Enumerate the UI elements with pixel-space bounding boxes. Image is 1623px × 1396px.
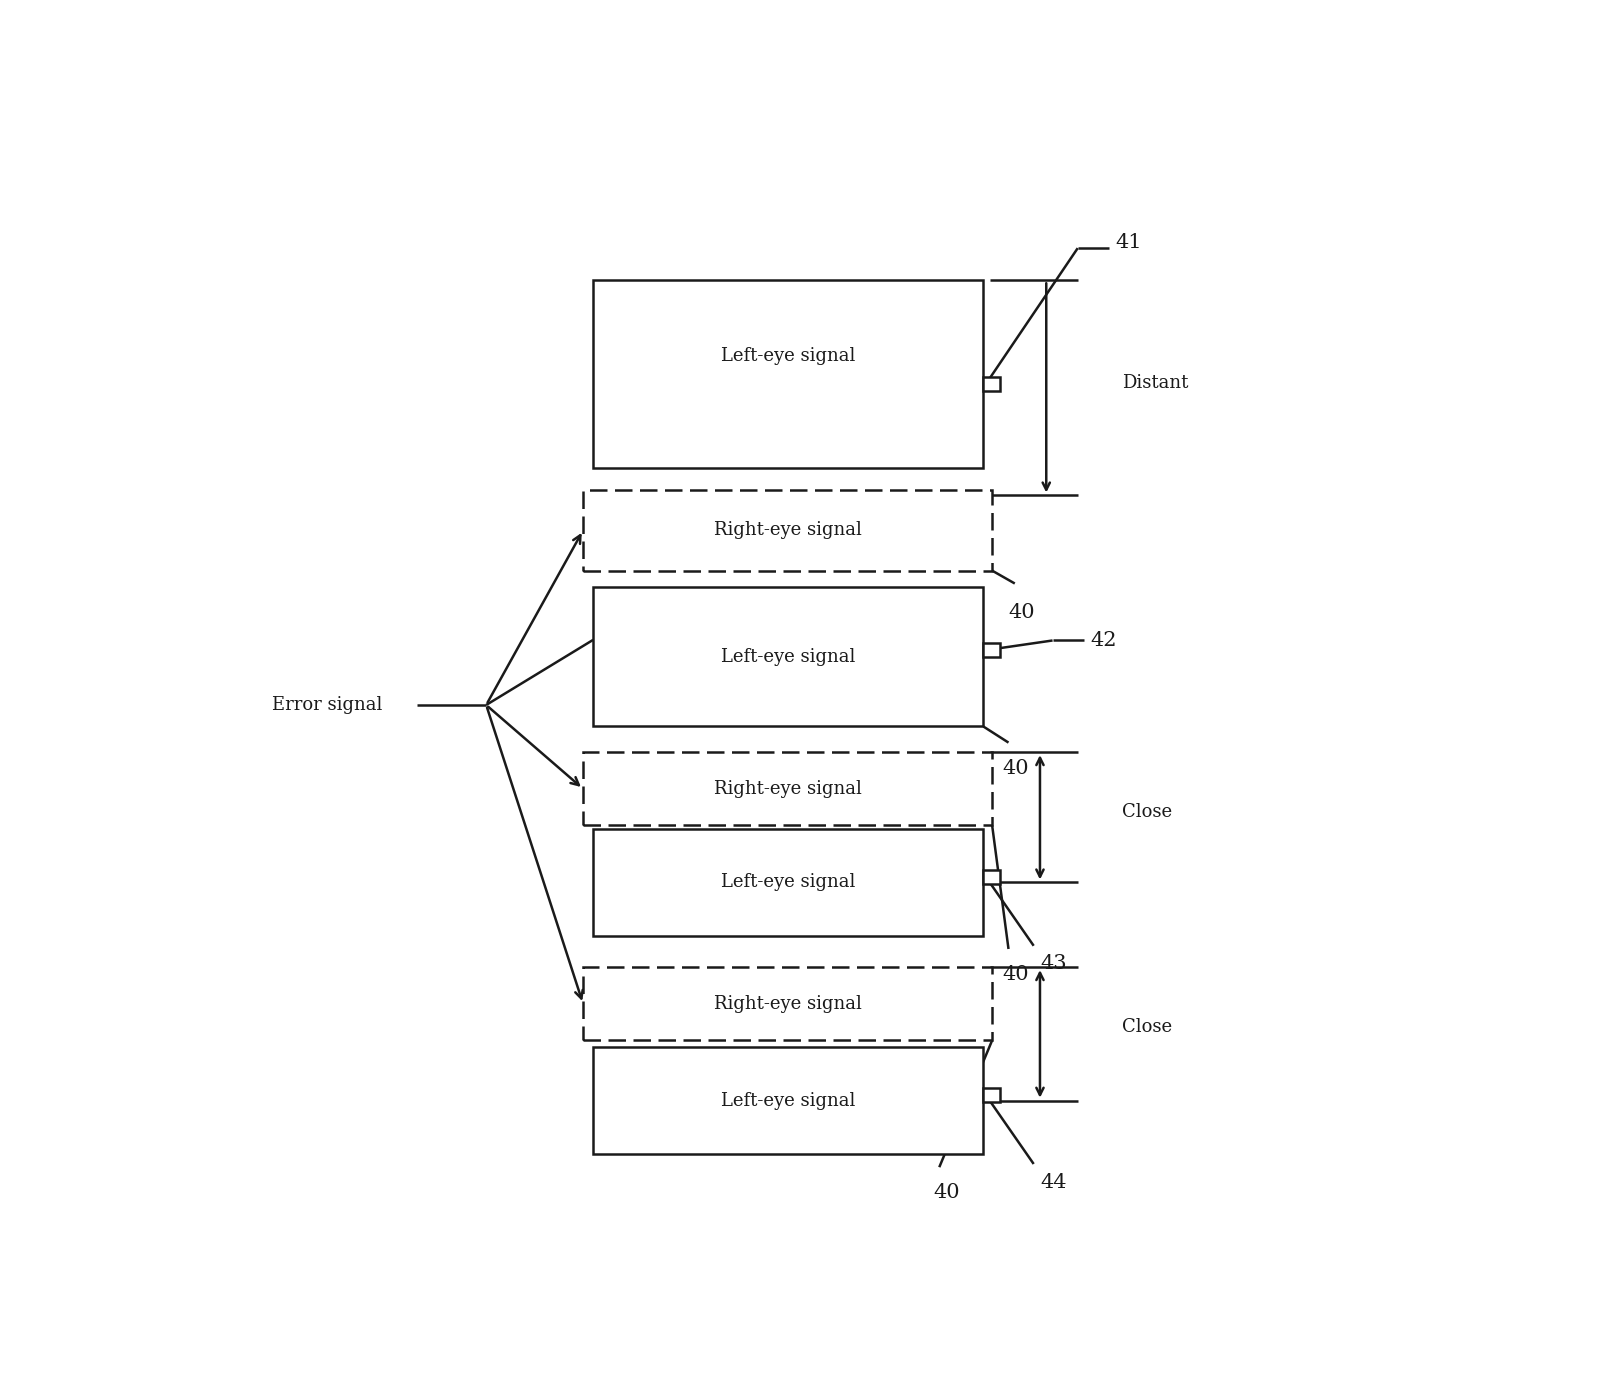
- Bar: [583, 967, 992, 1040]
- Bar: [592, 281, 984, 469]
- Bar: [583, 490, 992, 571]
- Text: Close: Close: [1121, 804, 1172, 821]
- Text: Close: Close: [1121, 1019, 1172, 1036]
- Text: Right-eye signal: Right-eye signal: [712, 995, 862, 1013]
- Text: 40: 40: [1008, 603, 1034, 621]
- Bar: [592, 586, 984, 726]
- Text: 42: 42: [1089, 631, 1117, 651]
- Bar: [592, 1047, 984, 1154]
- Bar: [984, 870, 1000, 884]
- Text: 40: 40: [933, 1184, 959, 1202]
- Text: Left-eye signal: Left-eye signal: [721, 346, 855, 364]
- Text: 41: 41: [1115, 233, 1141, 253]
- Bar: [984, 642, 1000, 656]
- Text: Right-eye signal: Right-eye signal: [712, 780, 862, 799]
- Bar: [984, 1089, 1000, 1103]
- Text: Left-eye signal: Left-eye signal: [721, 1092, 855, 1110]
- Text: Right-eye signal: Right-eye signal: [712, 521, 862, 539]
- Bar: [583, 752, 992, 825]
- Text: Distant: Distant: [1121, 374, 1188, 391]
- Text: Left-eye signal: Left-eye signal: [721, 874, 855, 891]
- Text: 40: 40: [1001, 965, 1029, 984]
- Bar: [984, 377, 1000, 391]
- Text: Left-eye signal: Left-eye signal: [721, 648, 855, 666]
- Text: Error signal: Error signal: [273, 697, 383, 713]
- Text: 44: 44: [1039, 1173, 1066, 1192]
- Text: 43: 43: [1039, 955, 1066, 973]
- Text: 40: 40: [1001, 759, 1029, 778]
- Bar: [592, 829, 984, 937]
